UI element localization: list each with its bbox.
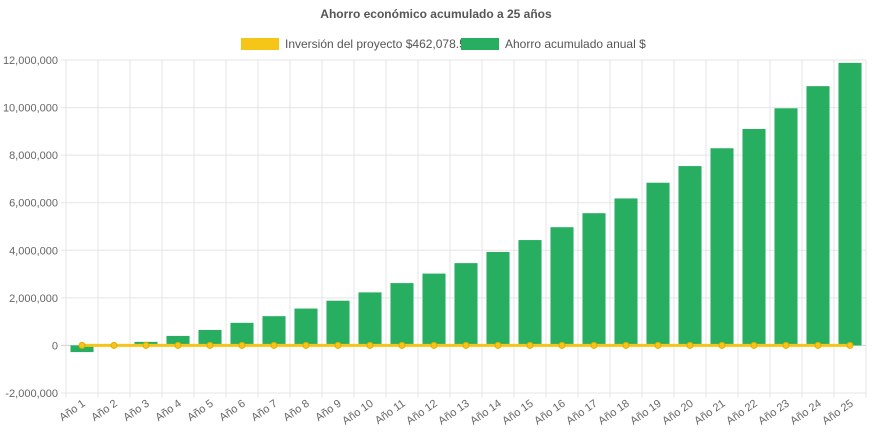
x-tick-label: Año 5 xyxy=(185,398,215,424)
point-investment[interactable] xyxy=(302,341,310,349)
x-tick-label: Año 7 xyxy=(249,398,279,424)
bar-savings[interactable] xyxy=(582,213,606,346)
chart-title: Ahorro económico acumulado a 25 años xyxy=(320,7,552,21)
x-tick-label: Año 21 xyxy=(692,398,727,428)
bar-savings[interactable] xyxy=(198,329,222,346)
y-axis: -2,000,000 0 2,000,000 4,000,000 6,000,000 8,… xyxy=(3,55,58,400)
point-investment[interactable] xyxy=(174,341,182,349)
x-tick-label: Año 12 xyxy=(404,398,439,428)
y-tick-label: 10,000,000 xyxy=(3,103,58,115)
x-tick-label: Año 22 xyxy=(724,398,759,428)
bar-savings[interactable] xyxy=(774,108,798,346)
point-investment[interactable] xyxy=(206,341,214,349)
x-tick-label: Año 1 xyxy=(57,398,87,424)
x-tick-label: Año 15 xyxy=(500,398,535,428)
legend-label-savings: Ahorro acumulado anual $ xyxy=(505,37,646,51)
bar-savings[interactable] xyxy=(390,283,414,346)
y-tick-label: 8,000,000 xyxy=(9,150,58,162)
point-investment[interactable] xyxy=(430,341,438,349)
x-tick-label: Año 17 xyxy=(564,398,599,428)
bar-savings[interactable] xyxy=(422,273,446,346)
legend-swatch-savings xyxy=(461,38,499,50)
legend-item-investment[interactable]: Inversión del proyecto $462,078.57 xyxy=(241,37,473,51)
bar-savings[interactable] xyxy=(518,240,542,346)
point-investment[interactable] xyxy=(366,341,374,349)
bar-savings[interactable] xyxy=(358,292,382,346)
point-investment[interactable] xyxy=(398,341,406,349)
x-tick-label: Año 11 xyxy=(373,398,408,427)
x-tick-label: Año 3 xyxy=(121,398,151,424)
y-tick-label: 12,000,000 xyxy=(3,55,58,67)
y-tick-label: 2,000,000 xyxy=(9,293,58,305)
x-tick-label: Año 14 xyxy=(468,398,503,428)
bar-savings[interactable] xyxy=(262,316,286,346)
bar-savings[interactable] xyxy=(454,263,478,346)
x-tick-label: Año 8 xyxy=(281,398,311,424)
bar-savings[interactable] xyxy=(646,182,670,346)
point-investment[interactable] xyxy=(846,341,854,349)
x-tick-label: Año 10 xyxy=(340,398,375,428)
point-investment[interactable] xyxy=(110,341,118,349)
bar-savings[interactable] xyxy=(166,335,190,346)
legend-item-savings[interactable]: Ahorro acumulado anual $ xyxy=(461,37,646,51)
x-tick-label: Año 25 xyxy=(820,398,855,428)
y-tick-label: 0 xyxy=(52,340,58,352)
bar-savings[interactable] xyxy=(550,227,574,346)
bar-savings[interactable] xyxy=(806,86,830,346)
point-investment[interactable] xyxy=(526,341,534,349)
x-tick-label: Año 6 xyxy=(217,398,247,424)
point-investment[interactable] xyxy=(334,341,342,349)
y-tick-label: 4,000,000 xyxy=(9,245,58,257)
point-investment[interactable] xyxy=(238,341,246,349)
line-series xyxy=(78,341,854,349)
x-axis: Año 1 Año 2 Año 3 Año 4 Año 5 Año 6 Año 7 Año 8… xyxy=(57,398,855,428)
bar-savings[interactable] xyxy=(614,198,638,346)
x-tick-label: Año 13 xyxy=(436,398,471,428)
x-tick-label: Año 20 xyxy=(660,398,695,428)
legend: Inversión del proyecto $462,078.57 Ahorr… xyxy=(241,37,646,51)
point-investment[interactable] xyxy=(782,341,790,349)
bar-savings[interactable] xyxy=(742,128,766,346)
point-investment[interactable] xyxy=(814,341,822,349)
bar-savings[interactable] xyxy=(710,148,734,346)
grid xyxy=(61,59,867,398)
point-investment[interactable] xyxy=(686,341,694,349)
y-tick-label: 6,000,000 xyxy=(9,198,58,210)
x-tick-label: Año 18 xyxy=(596,398,631,428)
point-investment[interactable] xyxy=(462,341,470,349)
bar-savings[interactable] xyxy=(678,166,702,346)
x-tick-label: Año 23 xyxy=(756,398,791,428)
point-investment[interactable] xyxy=(622,341,630,349)
point-investment[interactable] xyxy=(558,341,566,349)
point-investment[interactable] xyxy=(750,341,758,349)
x-tick-label: Año 2 xyxy=(89,398,119,424)
point-investment[interactable] xyxy=(590,341,598,349)
point-investment[interactable] xyxy=(494,341,502,349)
bar-savings[interactable] xyxy=(486,251,510,346)
bar-savings[interactable] xyxy=(326,300,350,346)
x-tick-label: Año 19 xyxy=(628,398,663,428)
x-tick-label: Año 9 xyxy=(313,398,343,424)
x-tick-label: Año 16 xyxy=(532,398,567,428)
bar-savings[interactable] xyxy=(294,308,318,346)
x-tick-label: Año 24 xyxy=(788,398,823,428)
point-investment[interactable] xyxy=(78,341,86,349)
bar-savings[interactable] xyxy=(230,322,254,346)
point-investment[interactable] xyxy=(718,341,726,349)
point-investment[interactable] xyxy=(270,341,278,349)
point-investment[interactable] xyxy=(142,341,150,349)
bar-savings[interactable] xyxy=(838,62,862,346)
legend-swatch-investment xyxy=(241,38,279,50)
y-tick-label: -2,000,000 xyxy=(5,388,58,400)
bar-series xyxy=(70,62,862,353)
point-investment[interactable] xyxy=(654,341,662,349)
legend-label-investment: Inversión del proyecto $462,078.57 xyxy=(285,37,473,51)
x-tick-label: Año 4 xyxy=(153,398,183,424)
